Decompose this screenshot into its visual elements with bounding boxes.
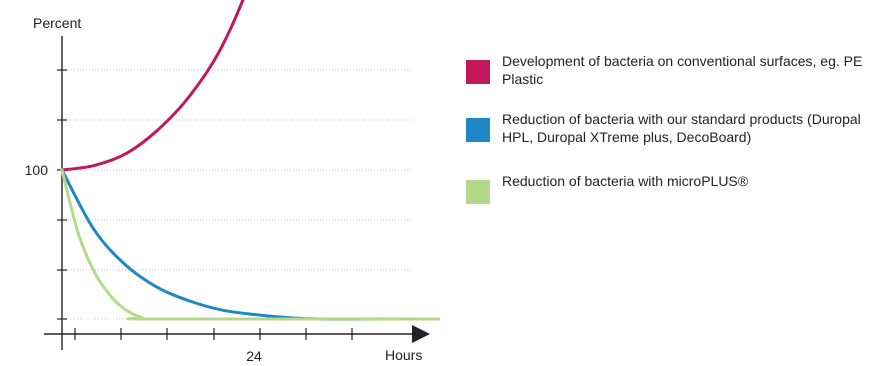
chart: 100 24 Percent Hours (25, 0, 440, 364)
y-tick-label: 100 (25, 162, 49, 178)
x-tick-label: 24 (246, 348, 262, 364)
legend-item-microplus: Reduction of bacteria with microPLUS® (466, 172, 876, 204)
legend-swatch-microplus (466, 180, 490, 204)
x-axis-arrow (412, 325, 430, 343)
legend: Development of bacteria on conventional … (466, 52, 876, 212)
grid-lines (62, 69, 412, 320)
legend-swatch-conventional (466, 60, 490, 84)
series-line-microplus (60, 168, 440, 321)
axis-labels: Percent Hours (33, 15, 422, 363)
axes: 100 24 (25, 36, 430, 364)
legend-label-conventional: Development of bacteria on conventional … (502, 53, 863, 87)
series-line-conventional (60, 0, 245, 172)
y-axis-label: Percent (33, 15, 81, 31)
legend-label-standard: Reduction of bacteria with our standard … (502, 111, 861, 145)
series-line-standard (60, 168, 440, 321)
legend-item-conventional: Development of bacteria on conventional … (466, 52, 876, 88)
legend-swatch-standard (466, 118, 490, 142)
series-lines (60, 0, 440, 321)
legend-item-standard: Reduction of bacteria with our standard … (466, 110, 876, 146)
legend-label-microplus: Reduction of bacteria with microPLUS® (502, 173, 749, 189)
x-axis-label: Hours (385, 347, 422, 363)
